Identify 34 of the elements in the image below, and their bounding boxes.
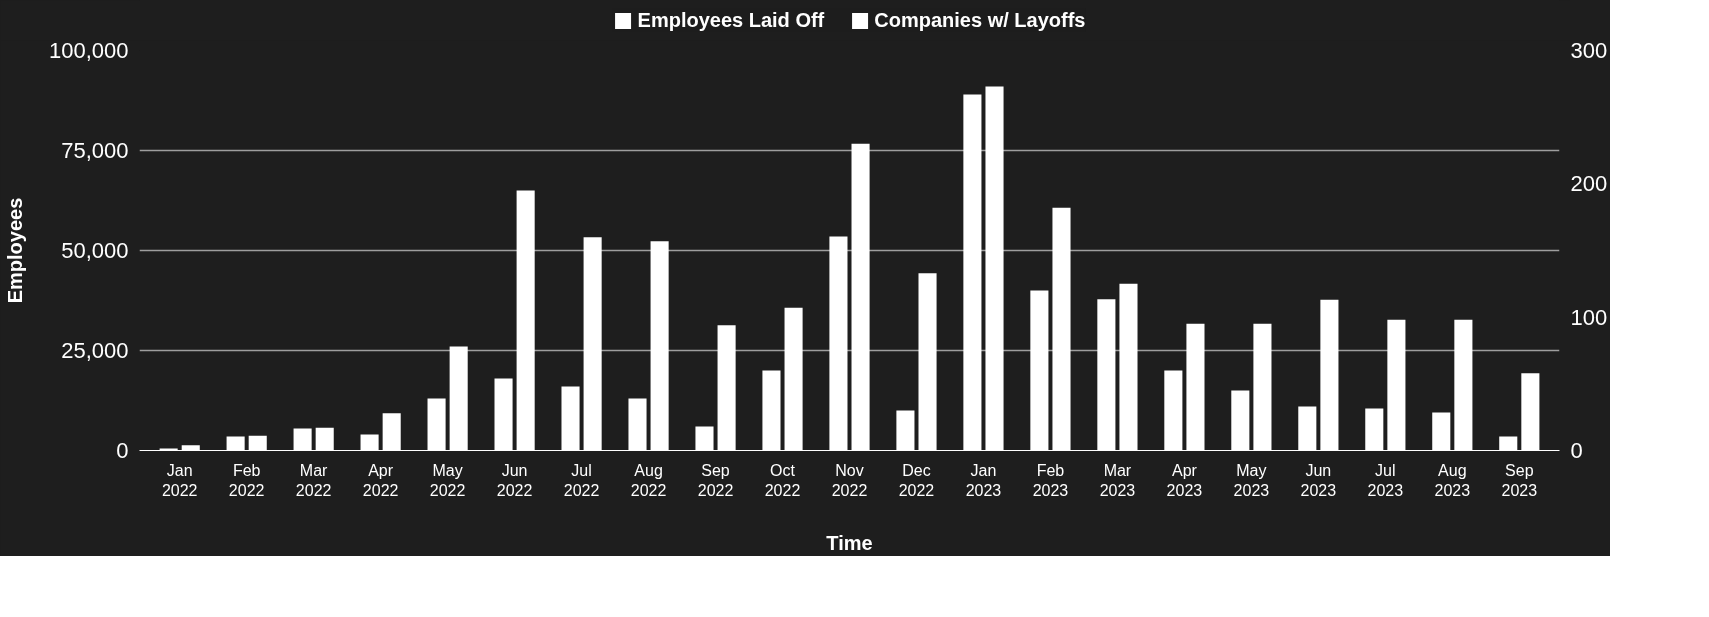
x-tick-label: Mar 2023 bbox=[1099, 461, 1136, 499]
x-tick-label: Aug 2022 bbox=[630, 461, 667, 499]
legend-label: Companies w/ Layoffs bbox=[874, 8, 1086, 32]
x-tick-label: Jul 2022 bbox=[563, 461, 600, 499]
x-tick-label: Nov 2022 bbox=[831, 461, 868, 499]
legend-label: Employees Laid Off bbox=[637, 8, 825, 32]
y-tick-label: 75,000 bbox=[61, 138, 129, 163]
x-tick-label: Jan 2023 bbox=[965, 461, 1002, 499]
x-axis-title: Time bbox=[826, 531, 873, 554]
x-tick-label: May 2023 bbox=[1233, 461, 1270, 499]
x-tick-label: Sep 2023 bbox=[1501, 461, 1538, 499]
x-tick-label: May 2022 bbox=[429, 461, 466, 499]
x-tick-label: Feb 2022 bbox=[228, 461, 265, 499]
y-tick-label: 25,000 bbox=[61, 338, 129, 363]
x-tick-label: Jun 2023 bbox=[1300, 461, 1337, 499]
x-tick-label: Dec 2022 bbox=[898, 461, 935, 499]
y2-tick-label: 100 bbox=[1570, 304, 1608, 330]
y2-tick-label: 0 bbox=[1570, 438, 1583, 463]
y2-tick-label: 200 bbox=[1570, 171, 1608, 197]
x-tick-label: Mar 2022 bbox=[295, 461, 332, 499]
x-tick-label: Jul 2023 bbox=[1367, 461, 1404, 499]
x-tick-label: Jun 2022 bbox=[496, 461, 533, 499]
x-tick-label: Sep 2022 bbox=[697, 461, 734, 499]
x-tick-label: Aug 2023 bbox=[1434, 461, 1471, 499]
x-tick-label: Apr 2022 bbox=[362, 461, 399, 499]
x-tick-label: Jan 2022 bbox=[161, 461, 198, 499]
y-tick-label: 100,000 bbox=[48, 38, 129, 63]
y-tick-label: 0 bbox=[116, 438, 129, 463]
x-tick-label: Oct 2022 bbox=[764, 461, 801, 499]
x-tick-label: Apr 2023 bbox=[1166, 461, 1203, 499]
y-tick-label: 50,000 bbox=[61, 238, 129, 263]
y-axis-title: Employees bbox=[3, 197, 26, 304]
x-tick-label: Feb 2023 bbox=[1032, 461, 1069, 499]
y2-tick-label: 300 bbox=[1570, 38, 1608, 63]
